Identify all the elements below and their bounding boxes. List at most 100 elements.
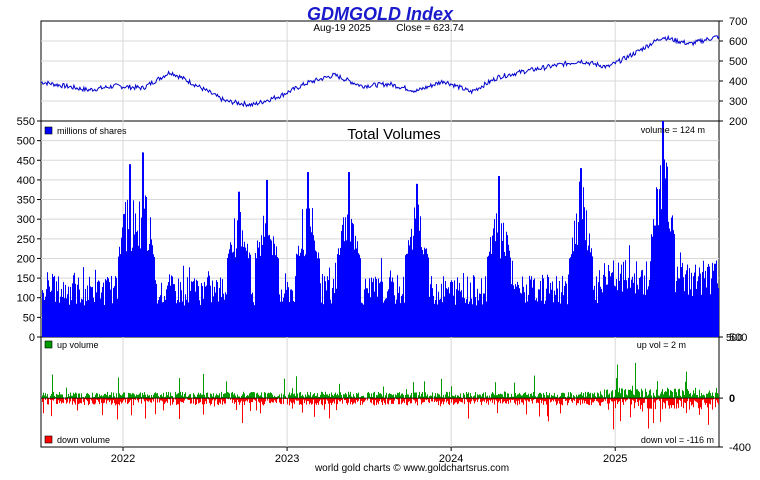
volume-bar (164, 296, 165, 337)
up-volume-bar (374, 392, 375, 398)
volume-tick-label: 400 (17, 175, 35, 187)
volume-bar (420, 216, 421, 337)
up-volume-bar (253, 392, 254, 398)
up-volume-bar (692, 395, 693, 398)
up-volume-bar (53, 392, 54, 398)
volume-bar (305, 254, 306, 337)
down-volume-bar (498, 398, 499, 402)
up-volume-bar (250, 393, 251, 399)
volume-bar (645, 295, 646, 337)
down-volume-bar (258, 398, 259, 401)
up-volume-bar (424, 381, 425, 398)
volume-tick-label: 450 (17, 155, 35, 167)
down-volume-bar (322, 398, 323, 405)
volume-bar (662, 121, 663, 337)
volume-bar (497, 233, 498, 337)
up-volume-bar (474, 395, 475, 398)
up-volume-bar (96, 393, 97, 398)
down-volume-bar (562, 398, 563, 405)
volume-bar (347, 214, 348, 337)
down-volume-bar (591, 398, 592, 405)
up-volume-bar (634, 395, 635, 398)
up-volume-bar (368, 392, 369, 398)
volume-bar (288, 287, 289, 337)
up-volume-bar (79, 393, 80, 398)
down-volume-bar (612, 398, 613, 402)
down-volume-bar (222, 398, 223, 405)
up-volume-legend-label: up volume (57, 340, 99, 350)
up-volume-bar (710, 393, 711, 398)
down-volume-bar (47, 398, 48, 404)
down-volume-bar (360, 398, 361, 405)
volume-bar (187, 277, 188, 337)
volume-bar (576, 214, 577, 337)
down-volume-bar (514, 398, 515, 403)
down-volume-bar (279, 398, 280, 402)
down-volume-bar (250, 398, 251, 411)
up-volume-bar (598, 393, 599, 398)
volume-bar (501, 223, 502, 337)
volume-bar (498, 176, 499, 337)
up-volume-bar (636, 389, 637, 398)
volume-bar (667, 167, 668, 337)
down-volume-bar (597, 398, 598, 401)
volume-bar (622, 292, 623, 337)
volume-tick-label: 500 (17, 136, 35, 148)
up-volume-bar (308, 395, 309, 398)
up-volume-bar (289, 392, 290, 398)
down-volume-bar (287, 398, 288, 404)
volume-bar (95, 270, 96, 337)
up-volume-bar (197, 395, 198, 399)
volume-bar (210, 286, 211, 337)
down-volume-bar (259, 398, 260, 403)
volume-bar (670, 231, 671, 337)
up-volume-bar (44, 395, 45, 398)
volume-bar (698, 276, 699, 337)
volume-bar (394, 295, 395, 337)
up-volume-bar (331, 393, 332, 399)
down-volume-bar (63, 398, 64, 403)
volume-bar (352, 223, 353, 337)
volume-bar (601, 289, 602, 337)
down-volume-bar (504, 398, 505, 401)
volume-bar (465, 303, 466, 337)
down-volume-bar (170, 398, 171, 405)
up-volume-bar (626, 394, 627, 398)
volume-bar (438, 292, 439, 337)
up-volume-bar (392, 395, 393, 398)
volume-bar (516, 287, 517, 337)
volume-bar (245, 248, 246, 337)
up-volume-bar (466, 392, 467, 398)
volume-bar (455, 305, 456, 337)
volume-bar (512, 261, 513, 337)
volume-bar (74, 273, 75, 337)
up-volume-bar (231, 393, 232, 398)
up-volume-bar (571, 393, 572, 398)
price-panel-frame (41, 21, 719, 121)
volume-bar (234, 218, 235, 337)
volume-bar (540, 281, 541, 337)
up-volume-bar (324, 395, 325, 398)
up-volume-bar (103, 395, 104, 398)
down-volume-bar (88, 398, 89, 405)
volume-bar (634, 273, 635, 337)
up-volume-bar (299, 393, 300, 399)
up-volume-bar (325, 392, 326, 398)
up-volume-bar (73, 393, 74, 398)
down-volume-bar (460, 398, 461, 402)
volume-bar (76, 304, 77, 337)
volume-bar (716, 261, 717, 337)
up-volume-bar (395, 394, 396, 398)
volume-bar (158, 300, 159, 337)
down-volume-bar (503, 398, 504, 402)
down-volume-bar (218, 398, 219, 405)
down-volume-bar (116, 398, 117, 404)
volume-bar (173, 284, 174, 337)
down-volume-bar (129, 398, 130, 402)
volume-bar (475, 297, 476, 337)
down-volume-bar (114, 398, 115, 403)
up-volume-bar (414, 393, 415, 399)
volume-bar (620, 274, 621, 337)
down-volume-bar (448, 398, 449, 404)
volume-bar (663, 121, 664, 337)
